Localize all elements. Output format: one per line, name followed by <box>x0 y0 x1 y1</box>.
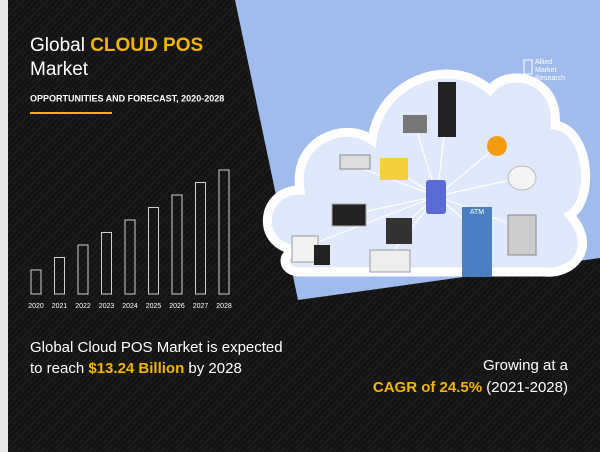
logo-text: Market <box>535 67 556 74</box>
growth-period: (2021-2028) <box>486 379 568 396</box>
register-icon <box>369 249 411 273</box>
bar-outline <box>101 232 112 295</box>
bar-outline <box>77 244 89 295</box>
title-highlight: CLOUD POS <box>90 35 203 56</box>
year-label: 2021 <box>52 303 68 310</box>
subtitle: OPPORTUNITIES AND FORECAST, 2020-2028 <box>30 93 224 103</box>
year-label: 2028 <box>216 303 232 310</box>
statement-line: Global Cloud POS Market is expected <box>30 339 283 356</box>
title-suffix: Market <box>30 59 89 80</box>
bar-outline <box>30 269 42 295</box>
bar-outline <box>124 219 136 295</box>
title: Global CLOUD POS <box>30 35 203 56</box>
year-label: 2024 <box>122 303 138 310</box>
bar-outline <box>218 169 230 295</box>
statement-prefix: to reach <box>30 360 84 377</box>
cards-icon <box>380 158 408 180</box>
nfc-icon <box>314 245 330 265</box>
growth-highlight: CAGR of 24.5% <box>373 379 482 396</box>
laptop-icon <box>331 203 367 227</box>
title-prefix: Global <box>30 35 85 56</box>
camera-icon <box>339 154 371 170</box>
phone-icon <box>426 180 446 214</box>
year-label: 2020 <box>28 303 44 310</box>
server-icon <box>438 82 456 137</box>
bitcoin-icon <box>487 136 507 156</box>
year-label: 2023 <box>99 303 115 310</box>
statement-highlight: $13.24 Billion <box>88 360 184 377</box>
bar-outline <box>171 194 183 295</box>
pos-terminal-icon <box>291 235 319 263</box>
logo-text: Research <box>535 75 565 82</box>
year-label: 2022 <box>75 303 91 310</box>
year-label: 2027 <box>193 303 209 310</box>
logo-mark <box>523 59 533 75</box>
bar-outline <box>54 257 65 295</box>
safe-icon <box>507 214 537 256</box>
logo-text: Allied <box>535 59 552 66</box>
growth-line: CAGR of 24.5% (2021-2028) <box>373 379 568 396</box>
atm-label: ATM <box>470 209 484 216</box>
growth-line: Growing at a <box>483 357 569 374</box>
year-label: 2026 <box>169 303 185 310</box>
atm-icon <box>462 207 492 277</box>
statement-line: to reach $13.24 Billion by 2028 <box>30 360 242 377</box>
tablet-icon <box>386 218 412 244</box>
bar-outline <box>195 182 206 295</box>
growth-bars: 2020 2021 2022 2023 2024 2025 2026 2027 2028 <box>28 169 232 310</box>
statement-suffix: by 2028 <box>188 360 241 377</box>
bar-outline <box>148 207 159 295</box>
year-label: 2025 <box>146 303 162 310</box>
piggy-bank-icon <box>507 165 537 191</box>
left-edge <box>0 0 8 452</box>
card-reader-icon <box>403 115 427 133</box>
